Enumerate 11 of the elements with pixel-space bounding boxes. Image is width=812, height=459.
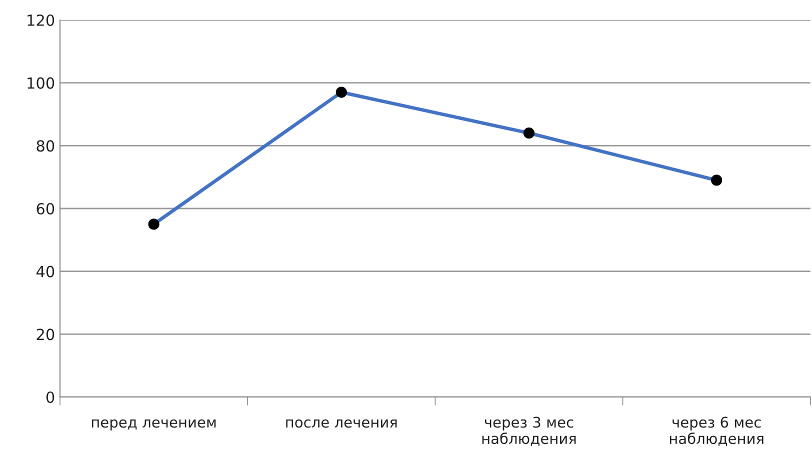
- x-tick-label: после лечения: [286, 419, 397, 428]
- y-tick-label: 80: [36, 140, 54, 152]
- y-tick-label: 20: [36, 328, 54, 340]
- y-tick-label: 0: [46, 391, 54, 404]
- y-tick-label: 100: [28, 77, 54, 89]
- y-tick-label: 60: [36, 202, 54, 215]
- y-tick-label: 40: [36, 266, 54, 278]
- x-tick-label: перед лечением: [92, 419, 216, 431]
- x-tick-label: через 3 мес наблюдения: [482, 416, 576, 446]
- y-tick-label: 120: [28, 14, 54, 26]
- x-tick-label: через 6 мес наблюдения: [670, 416, 764, 446]
